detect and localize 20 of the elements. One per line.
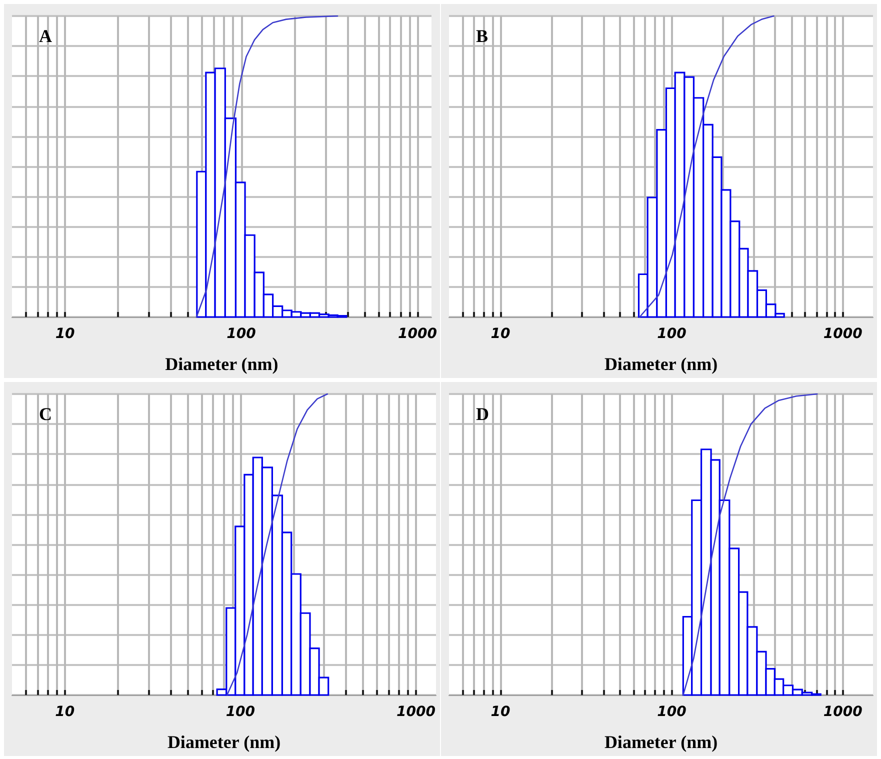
x-axis-title: Diameter (nm) <box>604 354 718 374</box>
x-tick-label: 10 <box>490 326 511 342</box>
text: D <box>476 404 489 424</box>
x-tick-label: 100 <box>226 704 256 720</box>
x-tick-label: 1000 <box>398 326 438 342</box>
x-tick-label: 100 <box>226 326 256 342</box>
x-tick-label: 10 <box>55 326 76 342</box>
text: A <box>39 26 52 46</box>
x-tick-label: 10 <box>490 704 511 720</box>
x-tick-label: 100 <box>657 704 687 720</box>
x-axis-title: Diameter (nm) <box>165 354 278 374</box>
x-axis-title: Diameter (nm) <box>604 732 718 752</box>
x-tick-label: 1000 <box>396 704 436 720</box>
x-tick-label: 10 <box>55 704 75 720</box>
x-tick-label: 1000 <box>823 326 863 342</box>
x-tick-label: 100 <box>657 326 687 342</box>
x-tick-label: 1000 <box>823 704 863 720</box>
x-axis-title: Diameter (nm) <box>167 732 281 752</box>
text: C <box>39 404 52 424</box>
text: B <box>476 26 488 46</box>
